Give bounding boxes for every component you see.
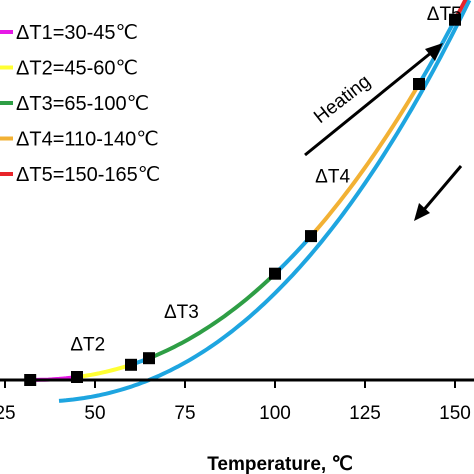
- heating-label: Heating: [310, 71, 375, 128]
- cooling-curve: [58, 0, 472, 403]
- legend-label: ΔT2=45-60℃: [16, 58, 138, 80]
- x-tick-label: 100: [259, 403, 291, 424]
- x-axis-title: Temperature, ℃: [207, 454, 353, 474]
- cooling-arrow: [414, 165, 463, 221]
- data-marker: [413, 78, 425, 90]
- legend-label: ΔT4=110-140℃: [16, 129, 159, 151]
- x-tick-label: 150: [439, 403, 471, 424]
- heating-segment-dT3: [148, 272, 277, 361]
- heating-segment-dT2: [76, 362, 132, 379]
- heating-arrow: [304, 50, 433, 157]
- cooling-arrow-head: [414, 203, 430, 221]
- legend-label: ΔT3=65-100℃: [16, 93, 149, 115]
- data-marker: [269, 267, 281, 280]
- x-tick-label: 50: [84, 403, 105, 424]
- x-tick-label: 25: [0, 403, 16, 424]
- data-marker: [449, 13, 461, 26]
- segment-label: ΔT3: [164, 302, 199, 323]
- x-tick-label: 125: [349, 403, 381, 424]
- x-tick-label: 75: [174, 403, 195, 424]
- heating-segment-dT4: [309, 82, 421, 238]
- data-marker: [125, 358, 137, 371]
- segment-label: ΔT4: [315, 166, 350, 187]
- segment-label: ΔT1: [6, 0, 41, 5]
- x-axis: 25 50 75 100 125 150: [0, 378, 474, 424]
- legend-label: ΔT1=30-45℃: [16, 22, 138, 44]
- segment-label: ΔT5: [427, 4, 462, 25]
- heating-annotation: Heating: [304, 43, 443, 157]
- segment-labels: ΔT1 ΔT2 ΔT3 ΔT4 ΔT5: [6, 0, 462, 355]
- legend-label: ΔT5=150-165℃: [16, 164, 160, 186]
- data-marker: [143, 352, 155, 365]
- segment-label: ΔT2: [70, 334, 105, 355]
- data-marker: [305, 230, 317, 243]
- legend: ΔT1=30-45℃ ΔT2=45-60℃ ΔT3=65-100℃ ΔT4=110-1…: [0, 22, 160, 186]
- heating-arrow-head: [425, 43, 443, 61]
